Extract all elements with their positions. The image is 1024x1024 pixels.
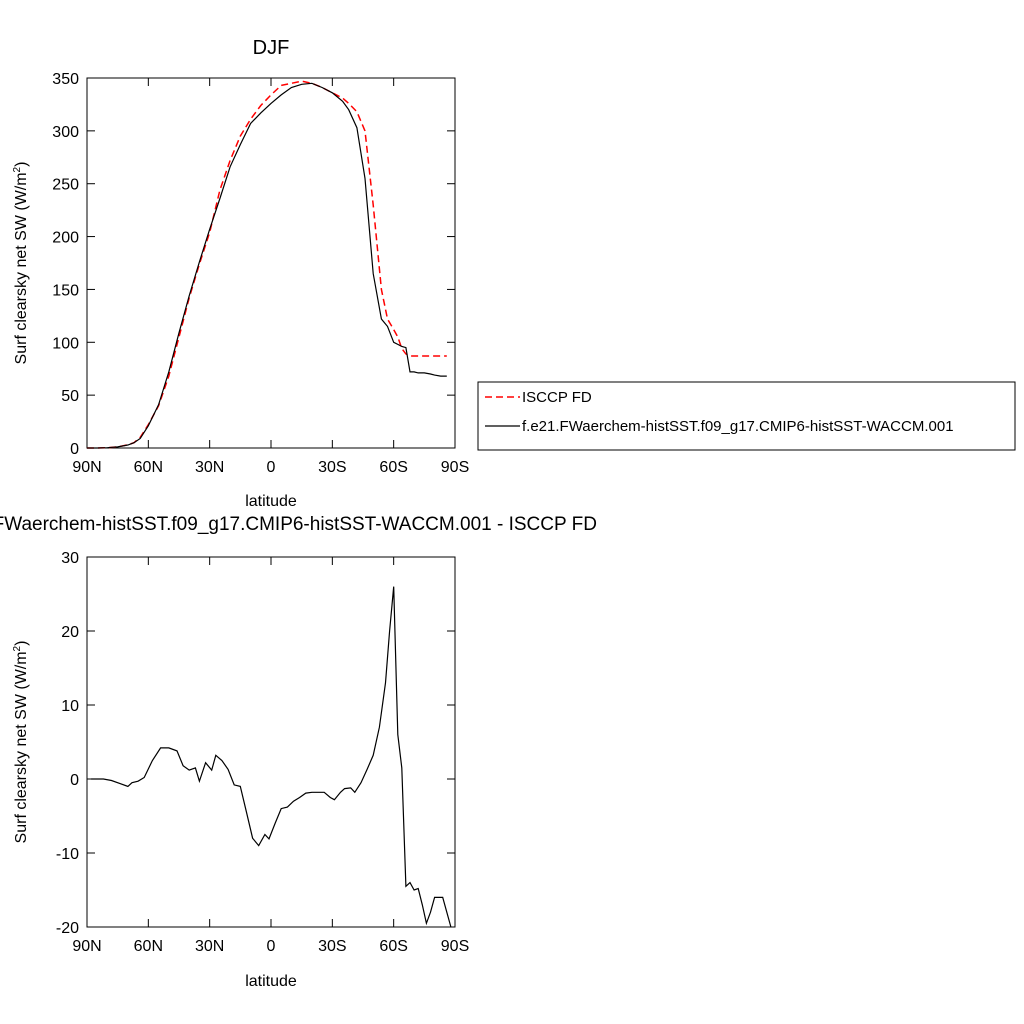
top-y-tick-label: 150: [52, 282, 79, 299]
bottom-x-tick-label: 90N: [72, 938, 101, 955]
top-y-tick-label: 350: [52, 71, 79, 88]
bottom-x-axis-label: latitude: [245, 973, 297, 990]
top-x-tick-label: 30S: [318, 459, 346, 476]
top-x-axis-label: latitude: [245, 493, 297, 510]
top-y-axis-label-sup: 2: [12, 166, 23, 172]
legend-label-model: f.e21.FWaerchem-histSST.f09_g17.CMIP6-hi…: [522, 418, 954, 435]
bottom-panel-title: f.e21.FWaerchem-histSST.f09_g17.CMIP6-hi…: [0, 514, 597, 535]
legend-label-isccp: ISCCP FD: [522, 389, 592, 406]
top-panel-title: DJF: [253, 37, 290, 59]
bottom-y-tick-label: -10: [56, 846, 79, 863]
top-x-tick-label: 30N: [195, 459, 224, 476]
bottom-x-ticks: 90N 60N 30N 0 30S 60S 90S: [72, 557, 469, 955]
top-series-line-0: [87, 80, 447, 449]
bottom-y-tick-label: 10: [61, 698, 79, 715]
top-y-tick-label: 50: [61, 388, 79, 405]
top-y-tick-label: 200: [52, 230, 79, 247]
bottom-x-tick-label: 0: [267, 938, 276, 955]
top-x-tick-label: 60S: [379, 459, 407, 476]
bottom-y-tick-label: 30: [61, 550, 79, 567]
bottom-y-tick-label: 20: [61, 624, 79, 641]
top-y-tick-label: 0: [70, 441, 79, 458]
bottom-y-tick-label: -20: [56, 920, 79, 937]
bottom-y-axis-label: Surf clearsky net SW (W/m2): [12, 641, 30, 844]
top-y-tick-label: 250: [52, 177, 79, 194]
bottom-plot-frame: [86, 556, 456, 928]
top-x-tick-label: 60N: [134, 459, 163, 476]
bottom-y-axis-label-sup: 2: [12, 645, 23, 651]
top-panel: DJF 0 50 100 150 200 250 300 350 90N 60N 30N 0 30S 6…: [12, 37, 469, 510]
top-x-ticks: 90N 60N 30N 0 30S 60S 90S: [72, 78, 469, 476]
bottom-series-line-0: [91, 586, 452, 928]
bottom-x-tick-label: 30N: [195, 938, 224, 955]
bottom-x-tick-label: 30S: [318, 938, 346, 955]
top-x-tick-label: 90S: [441, 459, 469, 476]
bottom-series-lines: [91, 586, 452, 928]
top-y-axis-label: Surf clearsky net SW (W/m2): [12, 162, 30, 365]
top-y-ticks: 0 50 100 150 200 250 300 350: [52, 71, 455, 458]
top-y-tick-label: 300: [52, 124, 79, 141]
bottom-x-tick-label: 60N: [134, 938, 163, 955]
legend-box: [477, 381, 1016, 451]
bottom-x-tick-label: 60S: [379, 938, 407, 955]
top-x-tick-label: 90N: [72, 459, 101, 476]
bottom-y-axis-label-main: Surf clearsky net SW (W/m: [13, 651, 30, 843]
bottom-x-tick-label: 90S: [441, 938, 469, 955]
top-plot-frame: [86, 77, 456, 449]
top-x-tick-label: 0: [267, 459, 276, 476]
top-series-line-1: [87, 82, 447, 449]
top-y-axis-label-close: ): [13, 162, 30, 167]
bottom-y-ticks: -20 -10 0 10 20 30: [56, 550, 455, 937]
top-y-tick-label: 100: [52, 335, 79, 352]
top-series-lines: [87, 80, 447, 449]
bottom-panel: f.e21.FWaerchem-histSST.f09_g17.CMIP6-hi…: [0, 514, 597, 990]
bottom-y-tick-label: 0: [70, 772, 79, 789]
legend: ISCCP FD f.e21.FWaerchem-histSST.f09_g17…: [477, 381, 1016, 451]
bottom-y-axis-label-close: ): [13, 641, 30, 646]
top-y-axis-label-main: Surf clearsky net SW (W/m: [13, 172, 30, 364]
